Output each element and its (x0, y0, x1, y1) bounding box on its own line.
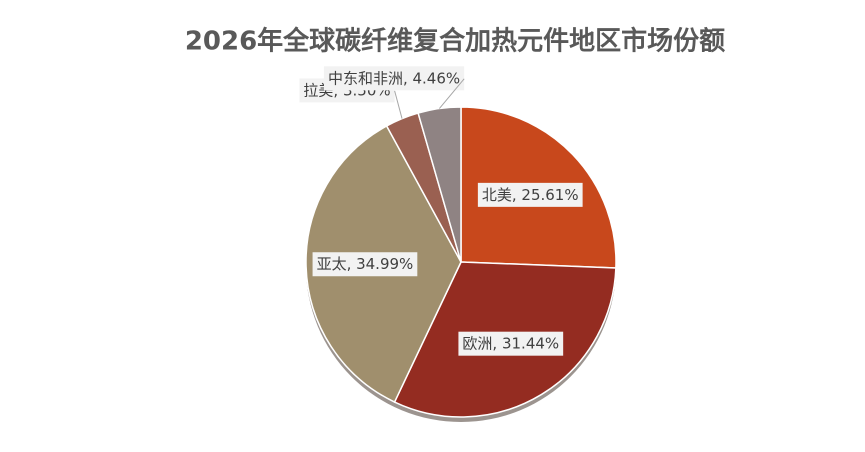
data-label-group: 北美, 25.61% (477, 182, 583, 207)
data-label: 北美, 25.61% (482, 186, 579, 204)
data-label-bg (458, 331, 564, 356)
data-label: 中东和非洲, 4.46% (328, 69, 460, 87)
pie-slice (417, 106, 462, 263)
chart-title: 2026年全球碳纤维复合加热元件地区市场份额 (185, 26, 725, 57)
data-label-group: 欧洲, 31.44% (458, 331, 564, 356)
leader-line (438, 78, 465, 109)
data-label: 欧洲, 31.44% (462, 335, 559, 353)
leader-line (394, 90, 403, 119)
data-label-group: 中东和非洲, 4.46% (323, 66, 465, 91)
data-label-bg (312, 252, 418, 277)
data-label: 亚太, 34.99% (317, 255, 414, 273)
data-label-group: 亚太, 34.99% (312, 252, 418, 277)
data-label-bg (477, 182, 583, 207)
data-label-bg (323, 66, 465, 91)
